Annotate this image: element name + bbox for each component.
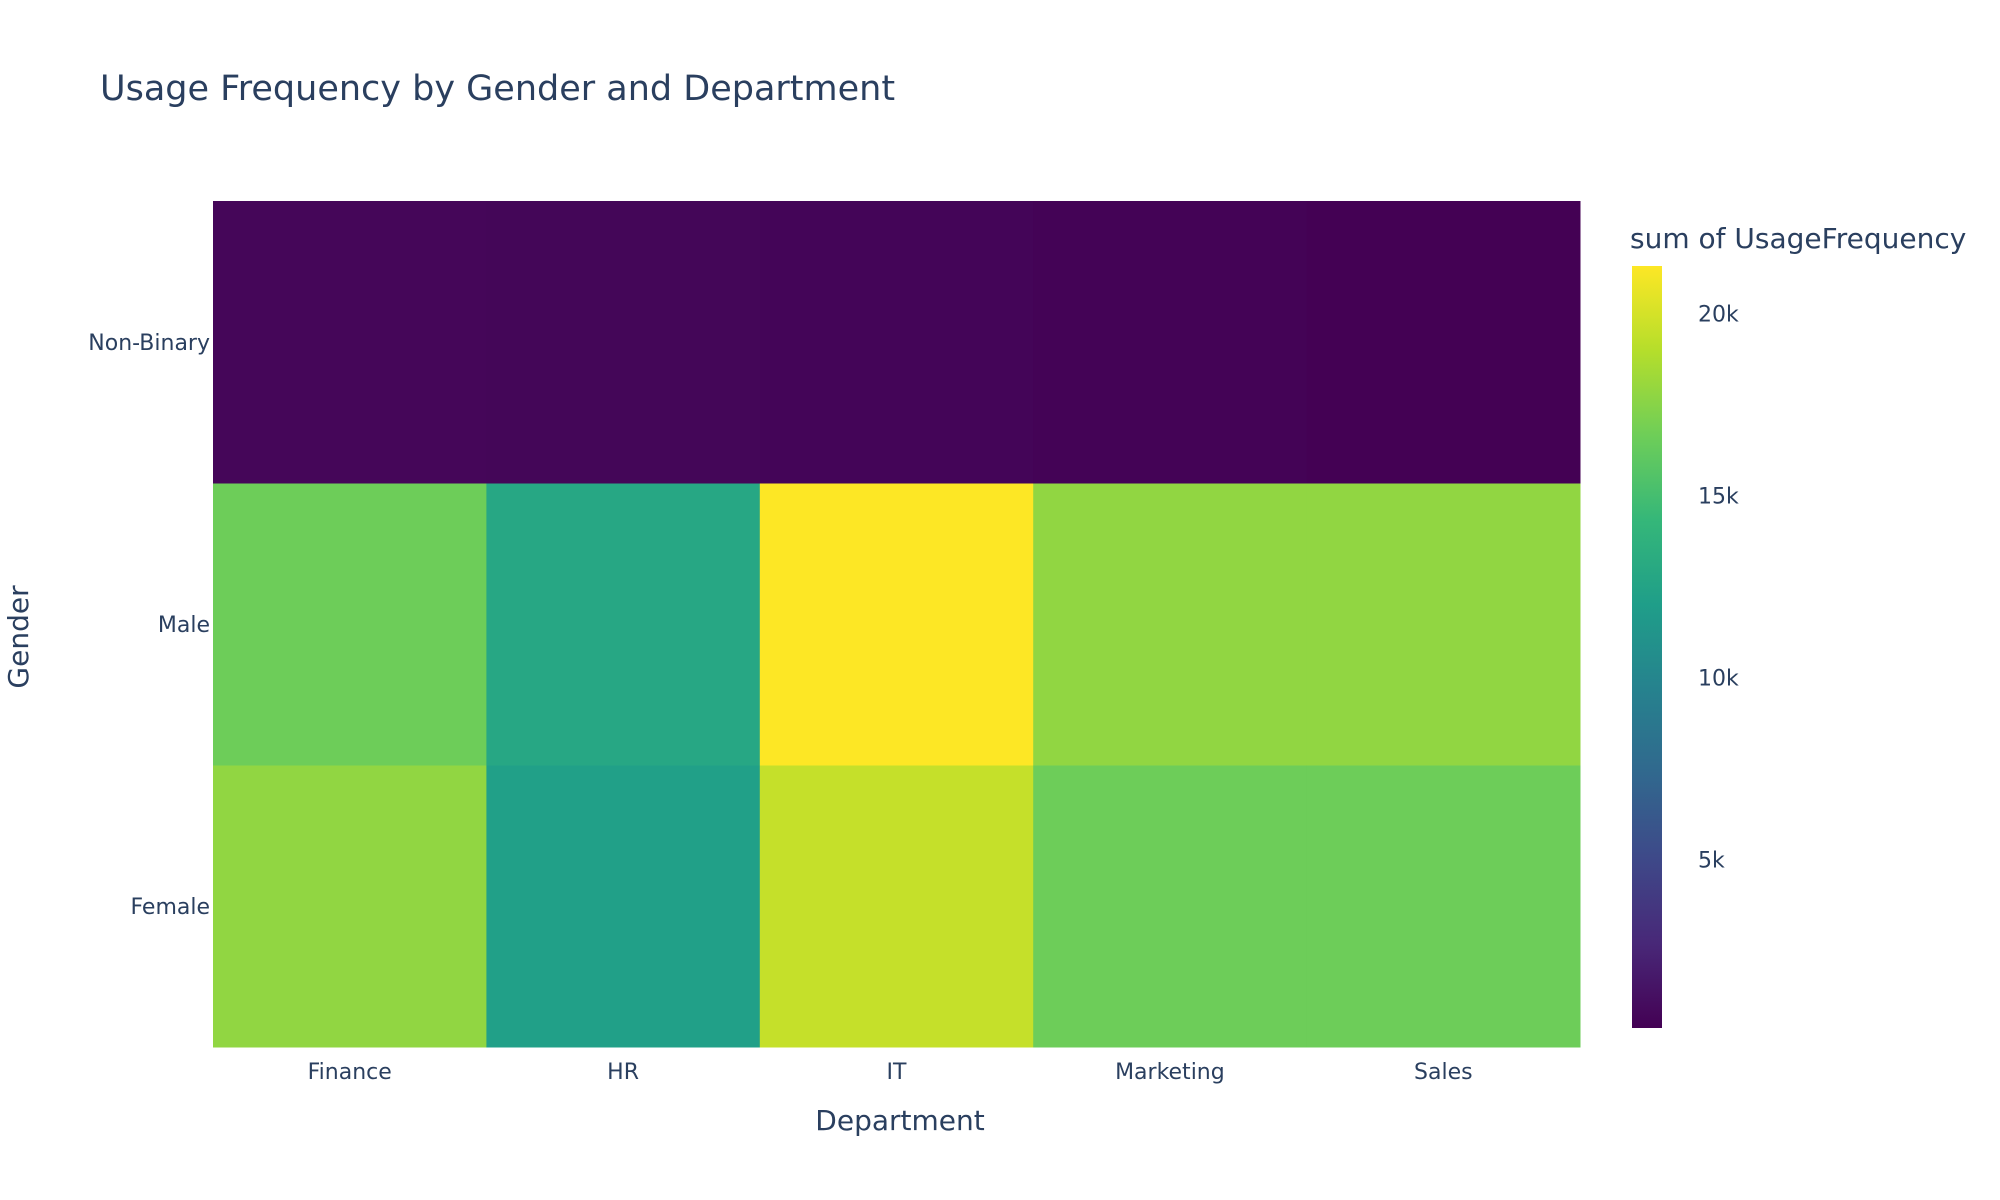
- y-axis-title: Gender: [2, 585, 35, 689]
- colorbar-gradient: [1632, 266, 1662, 1028]
- heatmap-cell-female-hr: [486, 765, 761, 1048]
- colorbar: sum of UsageFrequency 5k 10k 15k 20k: [1630, 222, 1966, 1028]
- x-axis-title: Department: [815, 1104, 984, 1137]
- heatmap-cell-non-binary-it: [759, 201, 1034, 484]
- heatmap-cell-female-finance: [213, 765, 487, 1048]
- colorbar-tick-label: 15k: [1698, 484, 1739, 509]
- heatmap-cell-female-sales: [1306, 765, 1581, 1048]
- heatmap-cell-non-binary-sales: [1306, 201, 1581, 484]
- heatmap-cell-male-it: [759, 483, 1034, 766]
- heatmap-cell-male-hr: [486, 483, 761, 766]
- colorbar-ticks: 5k 10k 15k 20k: [1698, 302, 1739, 873]
- heatmap-cell-non-binary-hr: [486, 201, 761, 484]
- chart-title: Usage Frequency by Gender and Department: [100, 69, 895, 109]
- colorbar-tick-label: 20k: [1698, 302, 1739, 327]
- heatmap-cell-female-marketing: [1033, 765, 1308, 1048]
- y-tick-label: Non-Binary: [88, 331, 210, 356]
- heatmap-cell-male-sales: [1306, 483, 1581, 766]
- heatmap-cell-male-marketing: [1033, 483, 1308, 766]
- y-axis-ticks: Female Male Non-Binary: [88, 331, 210, 920]
- heatmap-cell-female-it: [759, 765, 1034, 1048]
- colorbar-tick-label: 5k: [1698, 849, 1725, 874]
- x-tick-label: Marketing: [1115, 1060, 1225, 1085]
- y-tick-label: Female: [130, 895, 210, 920]
- x-tick-label: IT: [887, 1060, 907, 1085]
- heatmap-cells: [213, 201, 1581, 1048]
- x-tick-label: Sales: [1414, 1060, 1473, 1085]
- x-tick-label: Finance: [308, 1060, 392, 1085]
- x-tick-label: HR: [607, 1060, 639, 1085]
- heatmap-cell-non-binary-marketing: [1033, 201, 1308, 484]
- colorbar-title: sum of UsageFrequency: [1630, 222, 1966, 255]
- heatmap-cell-non-binary-finance: [213, 201, 487, 484]
- y-tick-label: Male: [158, 613, 210, 638]
- heatmap-cell-male-finance: [213, 483, 487, 766]
- x-axis-ticks: Finance HR IT Marketing Sales: [308, 1060, 1473, 1085]
- colorbar-tick-label: 10k: [1698, 667, 1739, 692]
